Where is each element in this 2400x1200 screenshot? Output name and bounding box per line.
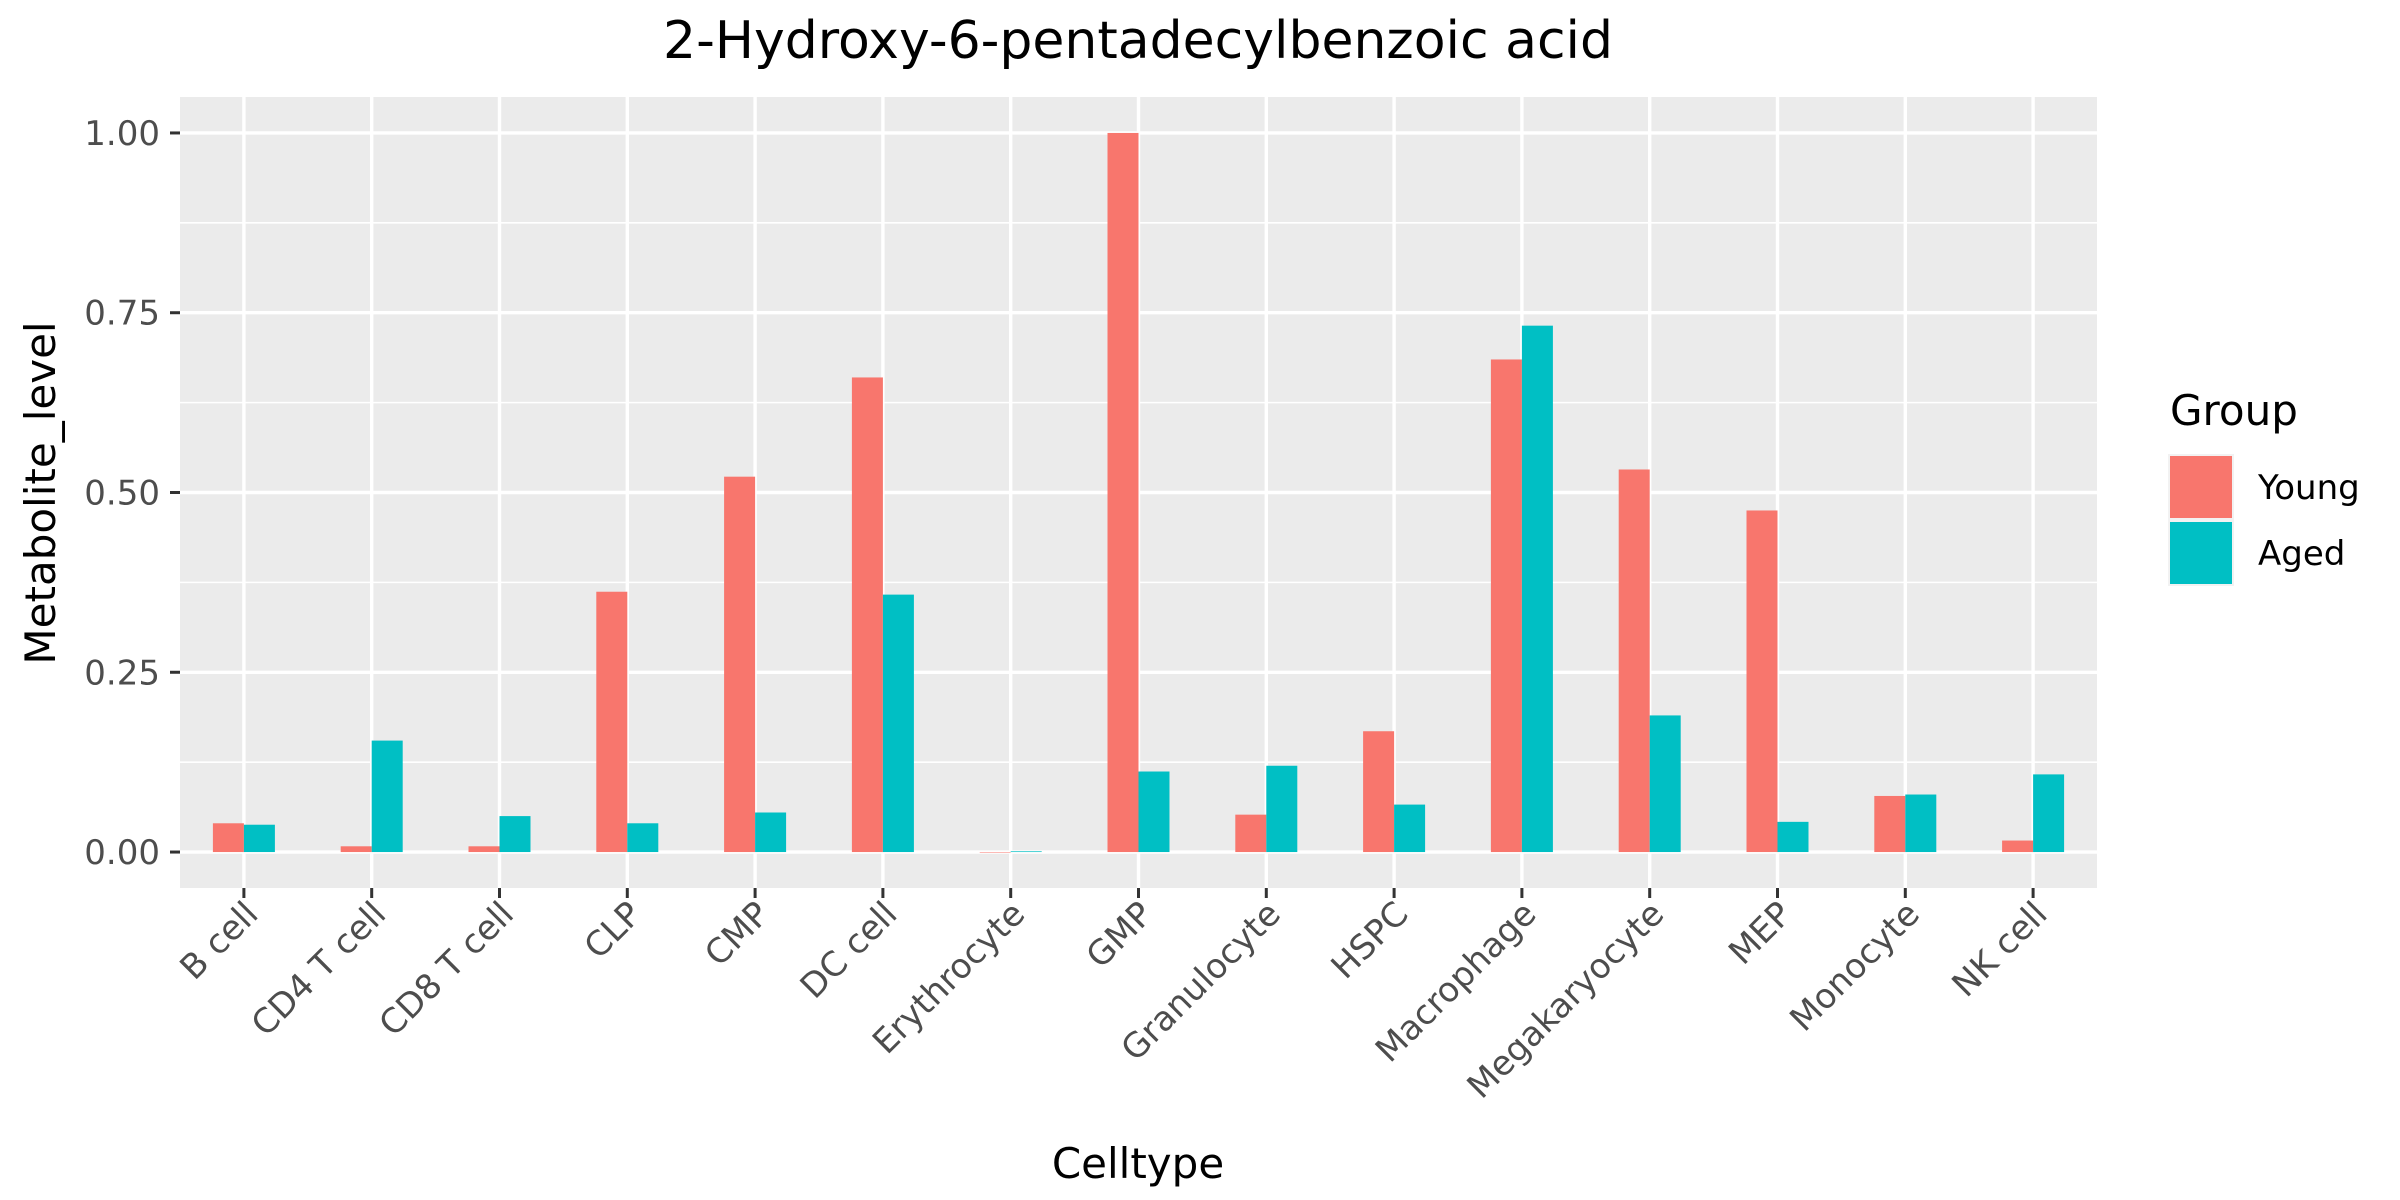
bar-aged-erythrocyte bbox=[1010, 851, 1042, 853]
bar-young-dc-cell bbox=[851, 377, 883, 853]
bar-young-mep bbox=[1746, 510, 1778, 853]
chart-title: 2-Hydroxy-6-pentadecylbenzoic acid bbox=[663, 11, 1613, 71]
bar-young-clp bbox=[596, 591, 628, 853]
bar-aged-megakaryocyte bbox=[1649, 715, 1681, 853]
legend-label-aged: Aged bbox=[2258, 534, 2345, 574]
bar-young-cmp bbox=[724, 476, 756, 853]
y-tick-label: 0.00 bbox=[84, 833, 160, 873]
bar-aged-gmp bbox=[1138, 771, 1170, 853]
bar-aged-dc-cell bbox=[882, 594, 914, 853]
bar-aged-clp bbox=[627, 823, 659, 853]
bar-young-b-cell bbox=[212, 823, 244, 853]
bar-young-macrophage bbox=[1490, 359, 1522, 853]
bar-aged-cd4-t-cell bbox=[371, 740, 403, 853]
bars bbox=[212, 132, 2065, 853]
bar-aged-cd8-t-cell bbox=[499, 816, 531, 853]
bar-aged-cmp bbox=[755, 812, 787, 853]
bar-young-erythrocyte bbox=[979, 852, 1011, 853]
legend-title: Group bbox=[2170, 386, 2298, 435]
bar-aged-b-cell bbox=[243, 824, 275, 853]
y-tick-label: 0.75 bbox=[84, 294, 160, 334]
legend: Group Young Aged bbox=[2168, 386, 2360, 586]
bar-aged-nk-cell bbox=[2033, 774, 2065, 853]
bar-young-granulocyte bbox=[1235, 814, 1267, 853]
y-axis-label: Metabolite_level bbox=[16, 321, 65, 664]
bar-aged-granulocyte bbox=[1266, 765, 1298, 853]
bar-young-monocyte bbox=[1874, 795, 1906, 853]
bar-aged-macrophage bbox=[1521, 325, 1553, 853]
bar-aged-hspc bbox=[1394, 804, 1426, 853]
bar-aged-monocyte bbox=[1905, 794, 1937, 853]
legend-swatch-aged bbox=[2170, 522, 2232, 584]
x-axis-label: Celltype bbox=[1052, 1139, 1224, 1188]
legend-label-young: Young bbox=[2257, 468, 2360, 508]
bar-young-cd4-t-cell bbox=[340, 846, 372, 853]
bar-young-megakaryocyte bbox=[1618, 469, 1650, 853]
y-tick-label: 1.00 bbox=[84, 114, 160, 154]
y-tick-label: 0.50 bbox=[84, 474, 160, 514]
legend-swatch-young bbox=[2170, 456, 2232, 518]
bar-young-hspc bbox=[1363, 731, 1395, 853]
y-tick-label: 0.25 bbox=[84, 653, 160, 693]
bar-young-nk-cell bbox=[2002, 840, 2034, 853]
bar-young-cd8-t-cell bbox=[468, 846, 500, 853]
bar-young-gmp bbox=[1107, 132, 1139, 853]
bar-aged-mep bbox=[1777, 821, 1809, 853]
